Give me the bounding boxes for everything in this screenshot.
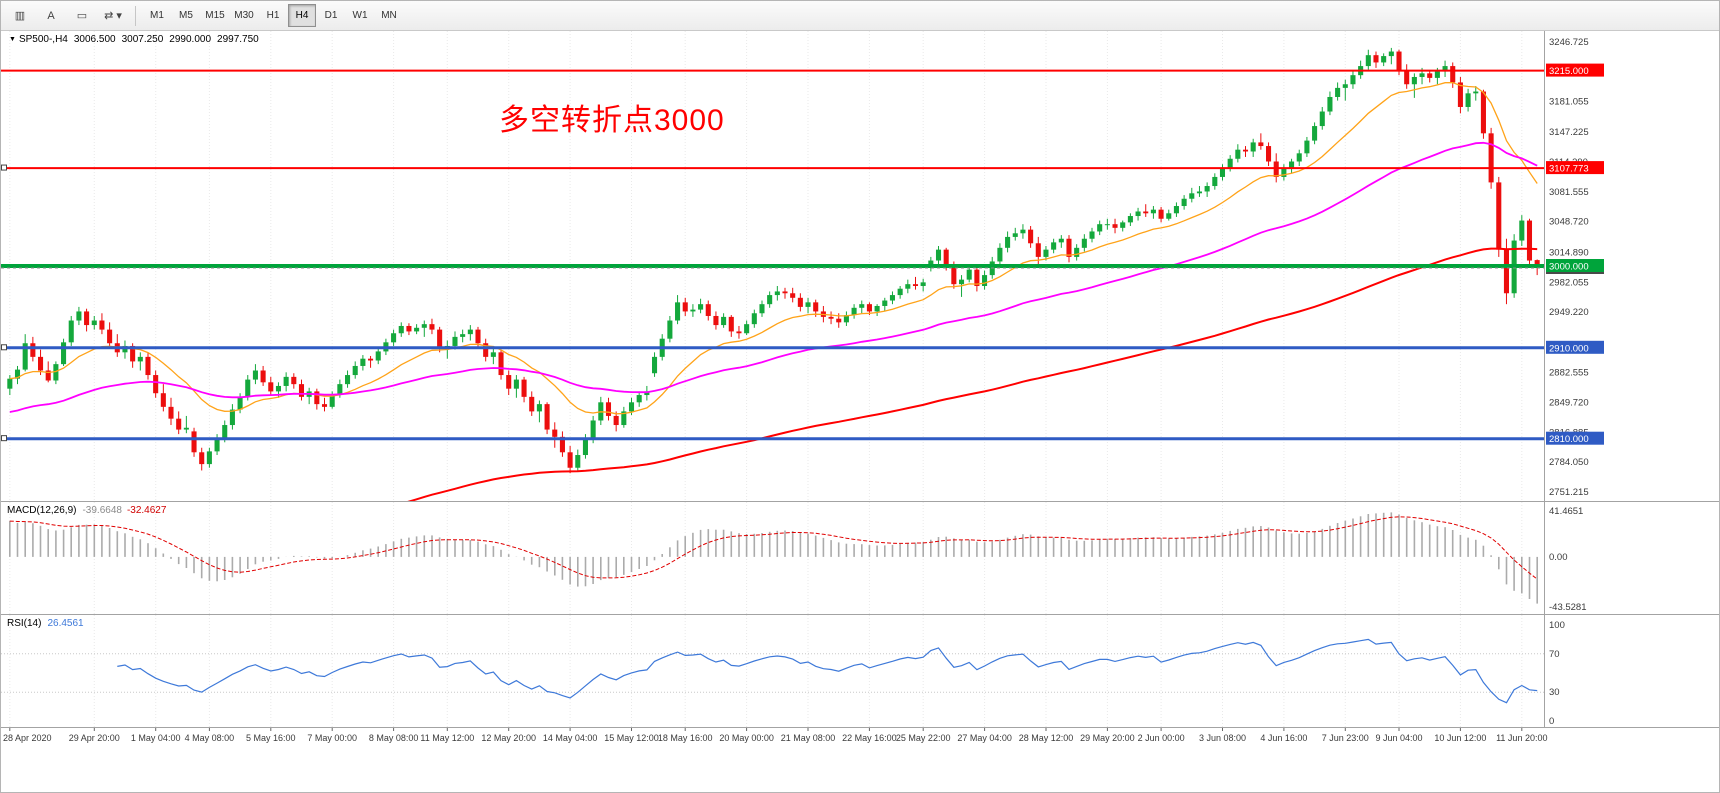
time-axis-label: 11 Jun 20:00 xyxy=(1496,733,1547,743)
timeframe-button-h4[interactable]: H4 xyxy=(288,4,316,27)
time-axis-label: 5 May 16:00 xyxy=(246,733,296,743)
time-axis-label: 11 May 12:00 xyxy=(420,733,474,743)
svg-text:100: 100 xyxy=(1549,620,1565,631)
svg-text:41.4651: 41.4651 xyxy=(1549,506,1583,517)
time-axis-label: 3 Jun 08:00 xyxy=(1199,733,1246,743)
timeframe-button-m30[interactable]: M30 xyxy=(234,10,254,21)
time-axis-label: 20 May 00:00 xyxy=(719,733,774,743)
price-badge-3107.773 xyxy=(1546,161,1604,175)
time-axis-label: 8 May 08:00 xyxy=(369,733,419,743)
price-badge-3000.000-text: 3000.000 xyxy=(1549,262,1589,273)
price-badge-2910.000 xyxy=(1546,340,1604,354)
time-axis-label: 28 May 12:00 xyxy=(1019,733,1074,743)
price-badge-3107.773-text: 3107.773 xyxy=(1549,164,1589,175)
timeframe-button-h1[interactable]: H1 xyxy=(266,10,280,21)
price-badge-3215.000-text: 3215.000 xyxy=(1549,66,1589,77)
time-axis-label: 29 May 20:00 xyxy=(1080,733,1135,743)
svg-text:70: 70 xyxy=(1549,649,1560,660)
moving-averages xyxy=(9,82,1538,501)
hline-handle-2910.000[interactable] xyxy=(1,344,7,351)
time-axis-label: 12 May 20:00 xyxy=(481,733,536,743)
time-axis-label: 22 May 16:00 xyxy=(842,733,897,743)
price-badge-2810.000 xyxy=(1546,431,1604,445)
rsi-line xyxy=(117,638,1538,704)
time-axis-label: 15 May 12:00 xyxy=(604,733,659,743)
price-badge-2810.000-text: 2810.000 xyxy=(1549,434,1589,445)
svg-text:30: 30 xyxy=(1549,687,1560,698)
time-axis-label: 1 May 04:00 xyxy=(131,733,181,743)
timeframe-button-mn[interactable]: MN xyxy=(381,10,397,21)
main-toolbar: ▥ A ▭ ⇄ ▾ M1 M5 M15 M30 H1 H4 D1 W1 MN xyxy=(1,1,1719,31)
time-axis-label: 2 Jun 00:00 xyxy=(1138,733,1185,743)
timeframe-toolbar: M1 M5 M15 M30 H1 H4 D1 W1 MN xyxy=(143,4,403,27)
rsi-panel xyxy=(1,638,1544,704)
rsi-axis: 100 70 30 0 xyxy=(1549,620,1565,727)
text-tool-icon[interactable]: A xyxy=(47,9,55,22)
price-axis-label: 3014.890 xyxy=(1549,248,1589,259)
price-axis-label: 3246.725 xyxy=(1549,37,1589,48)
timeframe-button-m15[interactable]: M15 xyxy=(205,10,225,21)
time-axis-label: 4 May 08:00 xyxy=(185,733,235,743)
toolbar-separator xyxy=(135,5,136,26)
shapes-tool-icon[interactable]: ▭ xyxy=(76,10,88,22)
hline-handle-2810.000[interactable] xyxy=(1,435,7,442)
time-axis-label: 29 Apr 20:00 xyxy=(69,733,120,743)
timeframe-button-m1[interactable]: M1 xyxy=(150,10,164,21)
price-badge-3000.000 xyxy=(1546,259,1604,272)
time-axis-label: 7 May 00:00 xyxy=(307,733,357,743)
macd-axis: 41.4651 0.00 -43.5281 xyxy=(1549,506,1587,613)
time-axis: 28 Apr 2020 29 Apr 20:00 1 May 04:00 4 May … xyxy=(3,728,1547,743)
candles xyxy=(7,47,1540,474)
refresh-tool-icon[interactable]: ⇄ ▾ xyxy=(104,10,122,22)
time-axis-label: 7 Jun 23:00 xyxy=(1322,733,1369,743)
time-axis-label: 27 May 04:00 xyxy=(957,733,1012,743)
svg-text:0.00: 0.00 xyxy=(1549,552,1568,563)
price-badge-3215.000 xyxy=(1546,63,1604,77)
price-axis-label: 2784.050 xyxy=(1549,457,1589,468)
time-axis-label: 28 Apr 2020 xyxy=(3,733,52,743)
price-badge-2910.000-text: 2910.000 xyxy=(1549,343,1589,354)
price-axis-label: 3181.055 xyxy=(1549,97,1589,108)
price-axis-label: 2982.055 xyxy=(1549,277,1589,288)
price-chart-svg[interactable]: 3246.7253181.0553147.2253114.3903081.555… xyxy=(1,31,1720,793)
price-axis-label: 2849.720 xyxy=(1549,398,1589,409)
time-axis-label: 18 May 16:00 xyxy=(658,733,713,743)
time-axis-label: 9 Jun 04:00 xyxy=(1375,733,1422,743)
time-axis-label: 10 Jun 12:00 xyxy=(1434,733,1486,743)
timeframe-button-d1[interactable]: D1 xyxy=(324,10,338,21)
time-axis-label: 21 May 08:00 xyxy=(781,733,836,743)
chart-area[interactable]: 3246.7253181.0553147.2253114.3903081.555… xyxy=(1,31,1720,793)
timeframe-button-w1[interactable]: W1 xyxy=(352,10,368,21)
svg-text:0: 0 xyxy=(1549,716,1554,727)
price-axis-label: 3048.720 xyxy=(1549,217,1589,228)
price-axis-label: 3081.555 xyxy=(1549,187,1589,198)
svg-text:-43.5281: -43.5281 xyxy=(1549,602,1587,613)
toolbar-icons: ▥ A ▭ ⇄ ▾ xyxy=(5,4,128,28)
time-axis-label: 25 May 22:00 xyxy=(896,733,951,743)
chart-type-icon[interactable]: ▥ xyxy=(14,10,26,22)
price-axis-label: 2949.220 xyxy=(1549,307,1589,318)
price-axis-label: 3147.225 xyxy=(1549,127,1589,138)
hline-handle-3107.773[interactable] xyxy=(1,164,7,171)
time-axis-label: 4 Jun 16:00 xyxy=(1260,733,1307,743)
macd-panel xyxy=(9,512,1538,604)
price-axis-label: 2882.555 xyxy=(1549,368,1589,379)
price-axis-label: 2751.215 xyxy=(1549,487,1589,498)
timeframe-button-m5[interactable]: M5 xyxy=(179,10,193,21)
horizontal-lines xyxy=(1,69,1544,442)
time-axis-label: 14 May 04:00 xyxy=(543,733,598,743)
